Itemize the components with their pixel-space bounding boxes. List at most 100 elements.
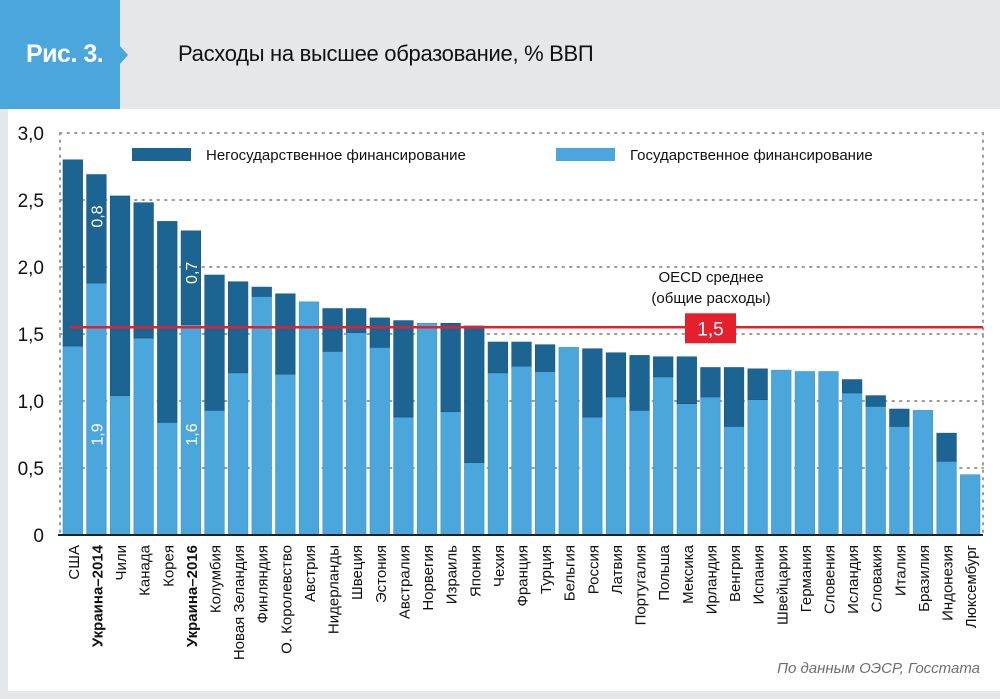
- bar-private-11: [322, 308, 343, 352]
- bar-private-3: [133, 202, 154, 339]
- x-tick-label: Украина–2016: [184, 545, 201, 647]
- bar-public-35: [889, 426, 910, 536]
- bar-public-4: [157, 422, 178, 536]
- bar-public-26: [676, 403, 697, 536]
- x-tick-label: Бразилия: [916, 545, 933, 612]
- bar-public-10: [298, 301, 320, 536]
- bar-public-11: [322, 351, 343, 536]
- x-tick-label: Латвия: [609, 545, 626, 594]
- x-tick-label: Португалия: [633, 545, 650, 625]
- legend-swatch-private: [132, 148, 191, 161]
- x-tick-label: Турция: [538, 545, 555, 594]
- x-tick-label: Израиль: [444, 545, 461, 604]
- bar-public-33: [842, 392, 863, 536]
- y-tick-label: 2,0: [18, 258, 44, 279]
- bar-private-0: [62, 159, 83, 347]
- x-tick-label: Венгрия: [727, 545, 744, 602]
- x-tick-label: Корея: [160, 545, 177, 587]
- bar-public-37: [936, 460, 957, 536]
- x-tick-label: Швейцария: [774, 545, 791, 625]
- x-tick-label: Франция: [515, 545, 532, 606]
- bar-public-28: [723, 426, 745, 536]
- bar-public-31: [794, 371, 815, 536]
- bar-public-17: [464, 462, 485, 536]
- x-tick-label: Новая Зеландия: [231, 545, 248, 660]
- x-tick-label: Австралия: [396, 545, 413, 619]
- header-band: Рис. 3. Расходы на высшее образование, %…: [0, 0, 1000, 109]
- bar-public-9: [275, 373, 296, 536]
- x-tick-label: Италия: [892, 545, 909, 596]
- bar-public-22: [582, 416, 603, 536]
- y-tick-label: 0,5: [18, 459, 44, 480]
- bar-public-14: [393, 416, 414, 536]
- bar-private-26: [676, 356, 697, 404]
- bar-private-23: [605, 352, 627, 398]
- x-tick-label: Колумбия: [208, 545, 225, 613]
- x-tick-label: Исландия: [845, 545, 862, 614]
- bar-private-8: [251, 286, 272, 297]
- oecd-label-line2: (общие расходы): [651, 290, 770, 307]
- bar-private-6: [204, 274, 225, 411]
- bar-private-9: [275, 293, 296, 375]
- bar-public-36: [912, 410, 934, 536]
- bar-public-16: [440, 411, 461, 536]
- bar-public-18: [487, 372, 508, 536]
- bar-public-6: [204, 410, 225, 536]
- bar-public-15: [416, 322, 438, 536]
- bar-public-34: [865, 406, 886, 536]
- legend-swatch-public: [556, 148, 615, 161]
- bar-private-19: [511, 341, 532, 367]
- bar-private-24: [629, 355, 650, 411]
- x-tick-label: Украина–2014: [89, 544, 106, 647]
- y-tick-label: 1,0: [18, 392, 44, 413]
- x-tick-label: Канада: [137, 544, 154, 595]
- oecd-average-badge: [685, 313, 736, 344]
- bar-public-0: [62, 345, 83, 536]
- bar-public-8: [251, 296, 272, 536]
- bar-public-30: [771, 369, 792, 536]
- x-tick-label: Нидерланды: [326, 545, 343, 634]
- x-tick-label: Чехия: [491, 545, 508, 587]
- bar-private-20: [535, 344, 556, 372]
- bar-public-23: [605, 396, 627, 536]
- x-tick-label: Испания: [751, 545, 768, 605]
- bar-public-32: [818, 371, 839, 536]
- bar-public-20: [535, 371, 556, 536]
- bar-public-25: [653, 376, 674, 536]
- bar-private-17: [464, 325, 485, 463]
- data-label: 0,7: [184, 262, 201, 284]
- x-tick-label: Швеция: [349, 545, 366, 600]
- x-tick-label: Мексика: [680, 544, 697, 604]
- bar-private-2: [109, 195, 131, 396]
- x-tick-label: США: [66, 545, 83, 580]
- bar-public-27: [700, 396, 721, 536]
- bar-private-35: [889, 408, 910, 427]
- x-tick-label: Эстония: [373, 545, 390, 603]
- bar-public-7: [228, 372, 249, 536]
- bar-private-22: [582, 348, 603, 418]
- x-tick-label: Индонезия: [940, 545, 957, 621]
- bar-private-18: [487, 341, 508, 374]
- x-tick-label: Польша: [656, 544, 673, 600]
- data-label: 0,8: [89, 205, 106, 227]
- bar-private-25: [653, 356, 674, 378]
- x-tick-label: Германия: [798, 545, 815, 612]
- bar-public-24: [629, 410, 650, 536]
- bar-public-13: [369, 347, 390, 536]
- legend-label-public: Государственное финансирование: [630, 147, 873, 164]
- x-tick-label: Словакия: [869, 545, 886, 612]
- bar-public-38: [960, 474, 981, 536]
- x-tick-label: Люксембург: [963, 544, 980, 628]
- bar-public-19: [511, 365, 532, 536]
- bar-private-16: [440, 322, 461, 413]
- y-tick-label: 1,5: [18, 325, 44, 346]
- x-tick-label: Бельгия: [562, 545, 579, 601]
- y-tick-label: 3,0: [18, 124, 44, 145]
- data-label: 1,9: [89, 423, 106, 445]
- bar-private-4: [157, 221, 178, 423]
- oecd-average-value: 1,5: [697, 319, 723, 340]
- bar-private-33: [842, 379, 863, 394]
- bar-public-21: [558, 347, 579, 536]
- bar-public-2: [109, 395, 131, 536]
